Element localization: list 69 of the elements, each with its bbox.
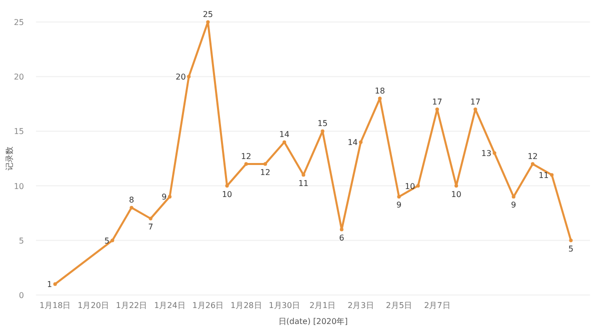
data-label: 15 bbox=[317, 119, 328, 128]
y-tick-label: 5 bbox=[18, 236, 24, 246]
x-tick-label: 2月5日 bbox=[386, 301, 412, 310]
data-label: 17 bbox=[470, 97, 480, 106]
data-label: 10 bbox=[222, 190, 232, 199]
x-tick-label: 1月26日 bbox=[192, 301, 224, 310]
data-label: 9 bbox=[162, 192, 167, 202]
point bbox=[168, 194, 172, 199]
data-label: 14 bbox=[348, 138, 358, 148]
point bbox=[416, 184, 420, 188]
x-tick-label: 1月20日 bbox=[78, 301, 109, 310]
data-label: 10 bbox=[404, 182, 416, 191]
x-tick-label: 1月28日 bbox=[230, 301, 262, 310]
point bbox=[244, 162, 248, 166]
point bbox=[187, 74, 191, 78]
y-tick-label: 25 bbox=[14, 18, 24, 27]
data-label: 18 bbox=[374, 86, 385, 96]
point bbox=[110, 238, 114, 242]
data-label: 6 bbox=[339, 233, 344, 242]
data-label: 9 bbox=[396, 200, 402, 210]
point bbox=[378, 96, 382, 100]
point bbox=[148, 216, 152, 220]
point bbox=[397, 194, 401, 199]
data-label: 5 bbox=[104, 236, 110, 246]
data-label: 25 bbox=[202, 10, 214, 19]
point bbox=[435, 108, 439, 112]
point bbox=[320, 129, 324, 133]
point bbox=[569, 238, 573, 242]
data-label: 14 bbox=[279, 130, 290, 140]
y-tick-label: 20 bbox=[14, 72, 24, 82]
data-label: 20 bbox=[176, 72, 186, 82]
point bbox=[282, 140, 286, 144]
point bbox=[263, 162, 268, 166]
y-tick-label: 0 bbox=[18, 291, 24, 300]
point bbox=[225, 184, 229, 188]
data-label: 17 bbox=[432, 97, 442, 106]
point bbox=[550, 173, 554, 177]
y-axis-title: 记录数 bbox=[5, 146, 14, 170]
point bbox=[530, 162, 534, 166]
data-label: 10 bbox=[451, 190, 462, 199]
point bbox=[340, 228, 344, 232]
data-label: 5 bbox=[568, 244, 574, 254]
x-tick-label: 1月24日 bbox=[154, 301, 186, 310]
point bbox=[358, 140, 363, 144]
x-tick-label: 1月22日 bbox=[116, 301, 148, 310]
point bbox=[53, 282, 57, 286]
data-label: 12 bbox=[528, 152, 538, 161]
point bbox=[474, 108, 478, 112]
point bbox=[492, 151, 496, 155]
data-label: 7 bbox=[148, 222, 154, 232]
point bbox=[206, 20, 210, 24]
data-label: 8 bbox=[128, 196, 134, 205]
y-tick-label: 15 bbox=[14, 127, 24, 136]
x-tick-label: 2月7日 bbox=[424, 301, 450, 310]
point bbox=[454, 184, 458, 188]
x-tick-label: 2月1日 bbox=[309, 301, 336, 310]
data-label: 1 bbox=[47, 280, 52, 290]
data-label: 13 bbox=[481, 149, 492, 158]
data-label: 12 bbox=[241, 152, 252, 161]
data-label: 11 bbox=[538, 170, 549, 180]
data-label: 11 bbox=[298, 178, 309, 188]
x-tick-label: 1月18日 bbox=[39, 301, 71, 310]
x-tick-label: 1月30日 bbox=[268, 301, 300, 310]
y-tick-label: 10 bbox=[14, 182, 24, 191]
data-label: 9 bbox=[511, 200, 516, 210]
x-axis-title: 日(date) [2020年] bbox=[278, 317, 348, 326]
data-label: 12 bbox=[260, 168, 270, 177]
x-tick-label: 2月3日 bbox=[348, 301, 374, 310]
point bbox=[130, 206, 134, 210]
